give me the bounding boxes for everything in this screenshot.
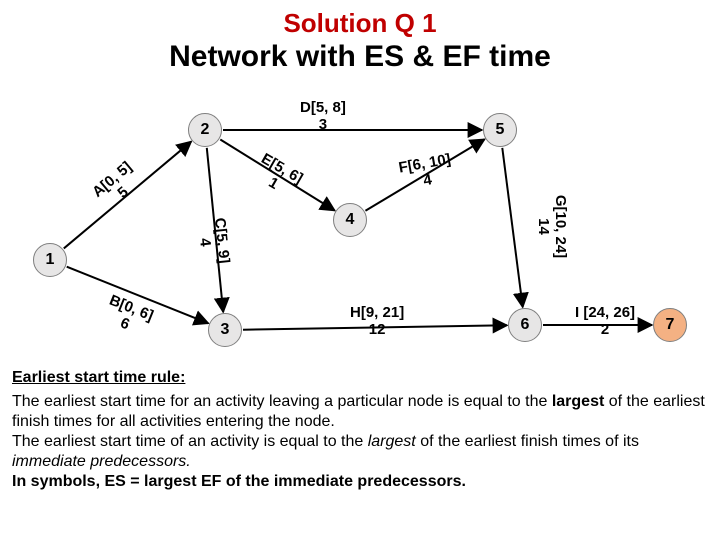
title-line-2: Network with ES & EF time	[0, 40, 720, 74]
node-4: 4	[333, 203, 367, 237]
edge-label: D[5, 8]3	[300, 100, 346, 133]
network-diagram: 1234567A[0, 5]5B[0, 6]6C[5, 9]4D[5, 8]3E…	[20, 90, 700, 360]
node-1: 1	[33, 243, 67, 277]
node-7: 7	[653, 308, 687, 342]
node-2: 2	[188, 113, 222, 147]
title-line-1: Solution Q 1	[0, 8, 720, 39]
rule-title: Earliest start time rule:	[12, 368, 708, 388]
edge-label: I [24, 26]2	[575, 305, 635, 338]
edge	[502, 148, 522, 307]
edge-label: H[9, 21]12	[350, 305, 404, 338]
node-5: 5	[483, 113, 517, 147]
edge-label: C[5, 9]4	[194, 217, 232, 266]
rule-body: The earliest start time for an activity …	[12, 392, 708, 492]
node-6: 6	[508, 308, 542, 342]
edge-label: G[10, 24]14	[535, 195, 568, 258]
node-3: 3	[208, 313, 242, 347]
